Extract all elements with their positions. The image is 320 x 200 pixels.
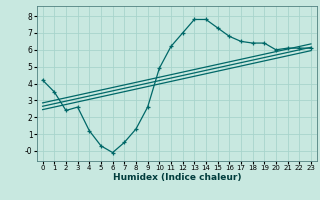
X-axis label: Humidex (Indice chaleur): Humidex (Indice chaleur) bbox=[113, 173, 241, 182]
